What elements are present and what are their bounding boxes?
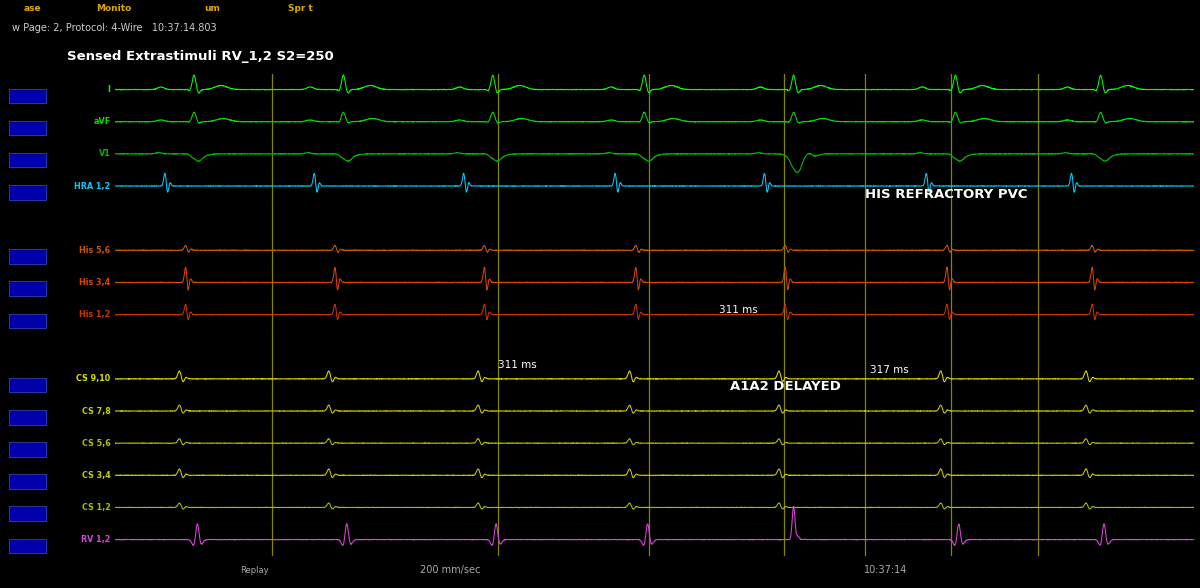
Bar xyxy=(8,442,46,457)
Bar xyxy=(8,378,46,392)
Text: His 1,2: His 1,2 xyxy=(79,310,110,319)
Bar xyxy=(8,539,46,553)
Text: Sensed Extrastimuli RV_1,2 S2=250: Sensed Extrastimuli RV_1,2 S2=250 xyxy=(67,50,334,63)
Text: um: um xyxy=(204,4,220,14)
Text: V1: V1 xyxy=(98,149,110,158)
Text: 10:37:14: 10:37:14 xyxy=(864,565,907,575)
Bar xyxy=(8,185,46,199)
Text: His 5,6: His 5,6 xyxy=(79,246,110,255)
Text: CS 1,2: CS 1,2 xyxy=(82,503,110,512)
Bar xyxy=(8,153,46,168)
Text: w Page: 2, Protocol: 4-Wire   10:37:14.803: w Page: 2, Protocol: 4-Wire 10:37:14.803 xyxy=(12,23,217,34)
Text: CS 3,4: CS 3,4 xyxy=(82,471,110,480)
Text: Monito: Monito xyxy=(96,4,131,14)
Bar xyxy=(8,249,46,264)
Bar xyxy=(8,506,46,521)
Text: 317 ms: 317 ms xyxy=(870,365,910,375)
Text: HRA 1,2: HRA 1,2 xyxy=(74,182,110,191)
Bar xyxy=(8,89,46,103)
Text: HIS REFRACTORY PVC: HIS REFRACTORY PVC xyxy=(865,188,1027,201)
Text: RV 1,2: RV 1,2 xyxy=(82,535,110,544)
Text: aVF: aVF xyxy=(94,117,110,126)
Text: ase: ase xyxy=(24,4,42,14)
Bar xyxy=(8,282,46,296)
Text: 311 ms: 311 ms xyxy=(719,305,758,315)
Text: Replay: Replay xyxy=(240,566,269,574)
Text: Spr t: Spr t xyxy=(288,4,313,14)
Text: CS 7,8: CS 7,8 xyxy=(82,406,110,416)
Text: A1A2 DELAYED: A1A2 DELAYED xyxy=(730,380,841,393)
Bar xyxy=(8,410,46,425)
Text: CS 9,10: CS 9,10 xyxy=(77,375,110,383)
Text: 311 ms: 311 ms xyxy=(498,360,536,370)
Bar xyxy=(8,475,46,489)
Text: His 3,4: His 3,4 xyxy=(79,278,110,287)
Text: CS 5,6: CS 5,6 xyxy=(82,439,110,447)
Text: 200 mm/sec: 200 mm/sec xyxy=(420,565,480,575)
Bar xyxy=(8,313,46,328)
Text: I: I xyxy=(108,85,110,94)
Bar xyxy=(8,121,46,135)
